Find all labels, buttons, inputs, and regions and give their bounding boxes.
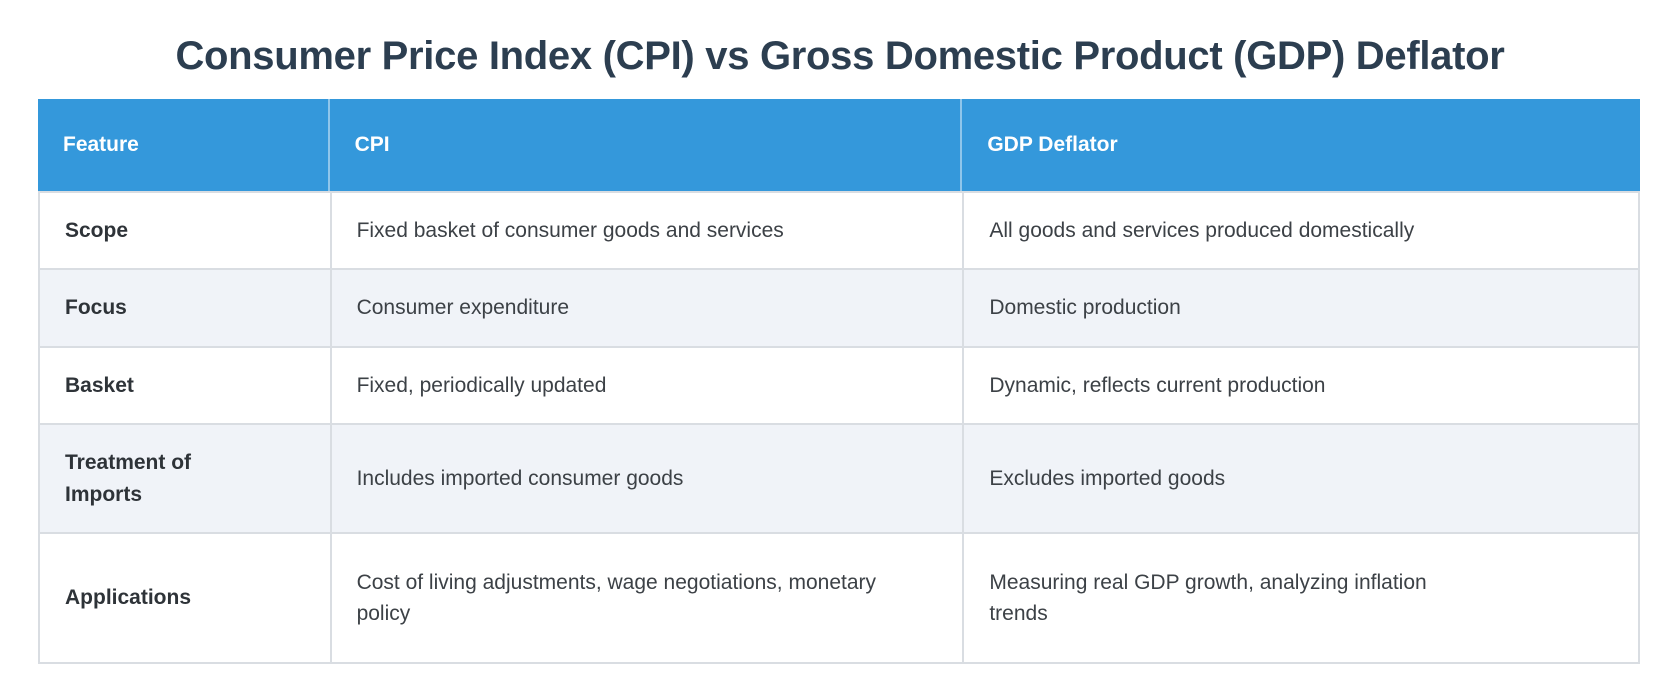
gdp-deflator-cell: Measuring real GDP growth, analyzing inf… [962,532,1640,664]
table-row-scope: Scope Fixed basket of consumer goods and… [38,190,1640,268]
cpi-cell: Includes imported consumer goods [329,423,963,532]
column-header-cpi: CPI [329,99,963,191]
feature-cell: Scope [38,190,330,268]
comparison-table: Feature CPI GDP Deflator Scope Fixed bas… [38,99,1640,664]
feature-cell: Applications [38,532,330,664]
column-header-feature: Feature [38,99,330,191]
cpi-cell: Cost of living adjustments, wage negotia… [329,532,963,664]
table-header-row: Feature CPI GDP Deflator [38,99,1640,191]
gdp-deflator-cell: All goods and services produced domestic… [962,190,1640,268]
feature-cell: Basket [38,345,330,423]
cpi-cell: Consumer expenditure [329,268,963,346]
feature-cell: Focus [38,268,330,346]
cpi-cell: Fixed, periodically updated [329,345,963,423]
table-row-treatment-of-imports: Treatment of Imports Includes imported c… [38,423,1640,532]
page: Consumer Price Index (CPI) vs Gross Dome… [38,34,1640,664]
gdp-deflator-cell: Domestic production [962,268,1640,346]
gdp-deflator-cell: Excludes imported goods [962,423,1640,532]
cpi-cell: Fixed basket of consumer goods and servi… [329,190,963,268]
column-header-gdp-deflator: GDP Deflator [962,99,1640,191]
page-title: Consumer Price Index (CPI) vs Gross Dome… [175,34,1505,78]
gdp-deflator-cell: Dynamic, reflects current production [962,345,1640,423]
table-row-focus: Focus Consumer expenditure Domestic prod… [38,268,1640,346]
table-row-basket: Basket Fixed, periodically updated Dynam… [38,345,1640,423]
feature-cell: Treatment of Imports [38,423,330,532]
table-row-applications: Applications Cost of living adjustments,… [38,532,1640,664]
